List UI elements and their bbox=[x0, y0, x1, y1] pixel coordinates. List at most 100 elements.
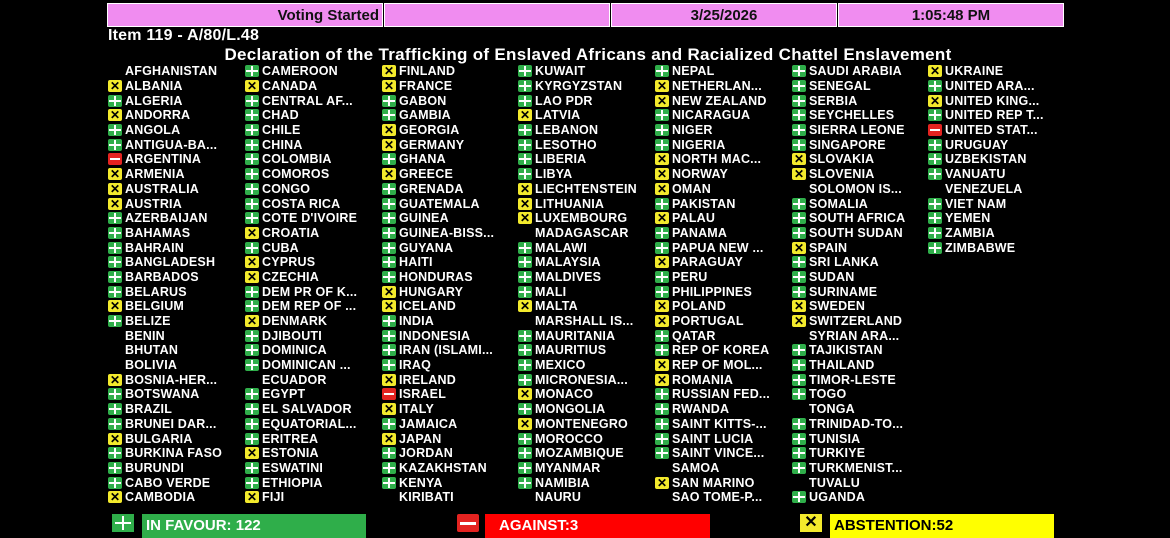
plus-icon bbox=[518, 241, 532, 254]
country-name: BRUNEI DAR... bbox=[125, 416, 217, 431]
plus-icon bbox=[108, 476, 122, 489]
country-name: MALI bbox=[535, 284, 567, 299]
country-name: ALGERIA bbox=[125, 93, 183, 108]
plus-icon bbox=[792, 212, 806, 225]
country-row: BELARUS bbox=[108, 284, 245, 299]
country-row: BURKINA FASO bbox=[108, 446, 245, 461]
country-name: CONGO bbox=[262, 181, 311, 196]
country-name: NORWAY bbox=[672, 167, 729, 182]
country-row: PAPUA NEW ... bbox=[655, 240, 792, 255]
plus-icon bbox=[245, 403, 259, 416]
country-name: NIGER bbox=[672, 123, 713, 138]
country-name: SIERRA LEONE bbox=[809, 123, 905, 138]
country-name: SEYCHELLES bbox=[809, 108, 895, 123]
country-name: GUYANA bbox=[399, 240, 454, 255]
plus-icon bbox=[655, 270, 669, 283]
country-name: VENEZUELA bbox=[945, 181, 1023, 196]
plus-icon bbox=[382, 256, 396, 269]
country-row: SLOVENIA bbox=[792, 167, 929, 182]
country-name: LEBANON bbox=[535, 123, 599, 138]
x-icon bbox=[655, 94, 669, 107]
country-name: CAMBODIA bbox=[125, 490, 196, 505]
plus-icon bbox=[928, 241, 942, 254]
plus-icon bbox=[518, 285, 532, 298]
plus-icon bbox=[792, 344, 806, 357]
country-row: NORTH MAC... bbox=[655, 152, 792, 167]
country-name: ZIMBABWE bbox=[945, 240, 1016, 255]
country-row: NEPAL bbox=[655, 64, 792, 79]
country-row: EGYPT bbox=[245, 387, 382, 402]
x-icon bbox=[792, 153, 806, 166]
no-vote-icon bbox=[518, 491, 532, 503]
country-name: AUSTRIA bbox=[125, 196, 182, 211]
country-name: LUXEMBOURG bbox=[535, 211, 628, 226]
plus-icon bbox=[518, 94, 532, 107]
x-icon bbox=[108, 109, 122, 122]
x-icon bbox=[382, 300, 396, 313]
country-row: CAMBODIA bbox=[108, 490, 245, 505]
country-row: THAILAND bbox=[792, 358, 929, 373]
country-name: COTE D'IVOIRE bbox=[262, 211, 358, 226]
country-name: MALAYSIA bbox=[535, 255, 601, 270]
country-row: ALBANIA bbox=[108, 79, 245, 94]
plus-icon bbox=[108, 461, 122, 474]
country-name: SWEDEN bbox=[809, 299, 866, 314]
plus-icon bbox=[382, 359, 396, 372]
x-icon bbox=[382, 138, 396, 151]
country-row: SAINT KITTS-... bbox=[655, 417, 792, 432]
country-name: SAINT KITTS-... bbox=[672, 416, 767, 431]
country-row: CANADA bbox=[245, 79, 382, 94]
plus-icon bbox=[382, 315, 396, 328]
country-name: IRAN (ISLAMI... bbox=[399, 343, 493, 358]
country-row: PORTUGAL bbox=[655, 314, 792, 329]
no-vote-icon bbox=[792, 477, 806, 489]
country-row: CENTRAL AF... bbox=[245, 93, 382, 108]
plus-icon bbox=[792, 197, 806, 210]
country-name: SURINAME bbox=[809, 284, 878, 299]
plus-icon bbox=[655, 226, 669, 239]
plus-icon bbox=[108, 212, 122, 225]
country-name: AUSTRALIA bbox=[125, 181, 200, 196]
vote-date: 3/25/2026 bbox=[611, 3, 837, 27]
country-name: REP OF MOL... bbox=[672, 358, 763, 373]
country-row: SWEDEN bbox=[792, 299, 929, 314]
country-row: MALTA bbox=[518, 299, 655, 314]
country-row: GRENADA bbox=[382, 182, 519, 197]
country-name: KYRGYZSTAN bbox=[535, 79, 623, 94]
country-name: JAPAN bbox=[399, 431, 442, 446]
plus-icon bbox=[245, 153, 259, 166]
country-name: MYANMAR bbox=[535, 460, 601, 475]
x-icon bbox=[792, 315, 806, 328]
country-row: SEYCHELLES bbox=[792, 108, 929, 123]
plus-icon bbox=[518, 476, 532, 489]
country-row: SAINT LUCIA bbox=[655, 431, 792, 446]
plus-icon bbox=[382, 344, 396, 357]
country-name: EQUATORIAL... bbox=[262, 416, 357, 431]
country-name: AZERBAIJAN bbox=[125, 211, 208, 226]
plus-icon bbox=[108, 403, 122, 416]
country-name: NORTH MAC... bbox=[672, 152, 762, 167]
country-name: BURKINA FASO bbox=[125, 446, 223, 461]
country-name: CZECHIA bbox=[262, 269, 319, 284]
country-row: UGANDA bbox=[792, 490, 929, 505]
x-icon bbox=[382, 285, 396, 298]
country-name: NEW ZEALAND bbox=[672, 93, 767, 108]
country-name: SOLOMON IS... bbox=[809, 181, 902, 196]
x-icon bbox=[382, 373, 396, 386]
country-name: ICELAND bbox=[399, 299, 456, 314]
x-icon bbox=[518, 212, 532, 225]
country-row: AZERBAIJAN bbox=[108, 211, 245, 226]
x-icon bbox=[245, 256, 259, 269]
country-row: MADAGASCAR bbox=[518, 226, 655, 241]
country-row: MICRONESIA... bbox=[518, 372, 655, 387]
country-name: ECUADOR bbox=[262, 372, 327, 387]
item-number: Item 119 - A/80/L.48 bbox=[108, 27, 260, 44]
plus-icon bbox=[382, 182, 396, 195]
country-row: DOMINICA bbox=[245, 343, 382, 358]
country-row: ISRAEL bbox=[382, 387, 519, 402]
country-row: UNITED REP T... bbox=[928, 108, 1065, 123]
country-row: UZBEKISTAN bbox=[928, 152, 1065, 167]
plus-icon bbox=[518, 168, 532, 181]
country-name: SOMALIA bbox=[809, 196, 869, 211]
country-row: ETHIOPIA bbox=[245, 475, 382, 490]
